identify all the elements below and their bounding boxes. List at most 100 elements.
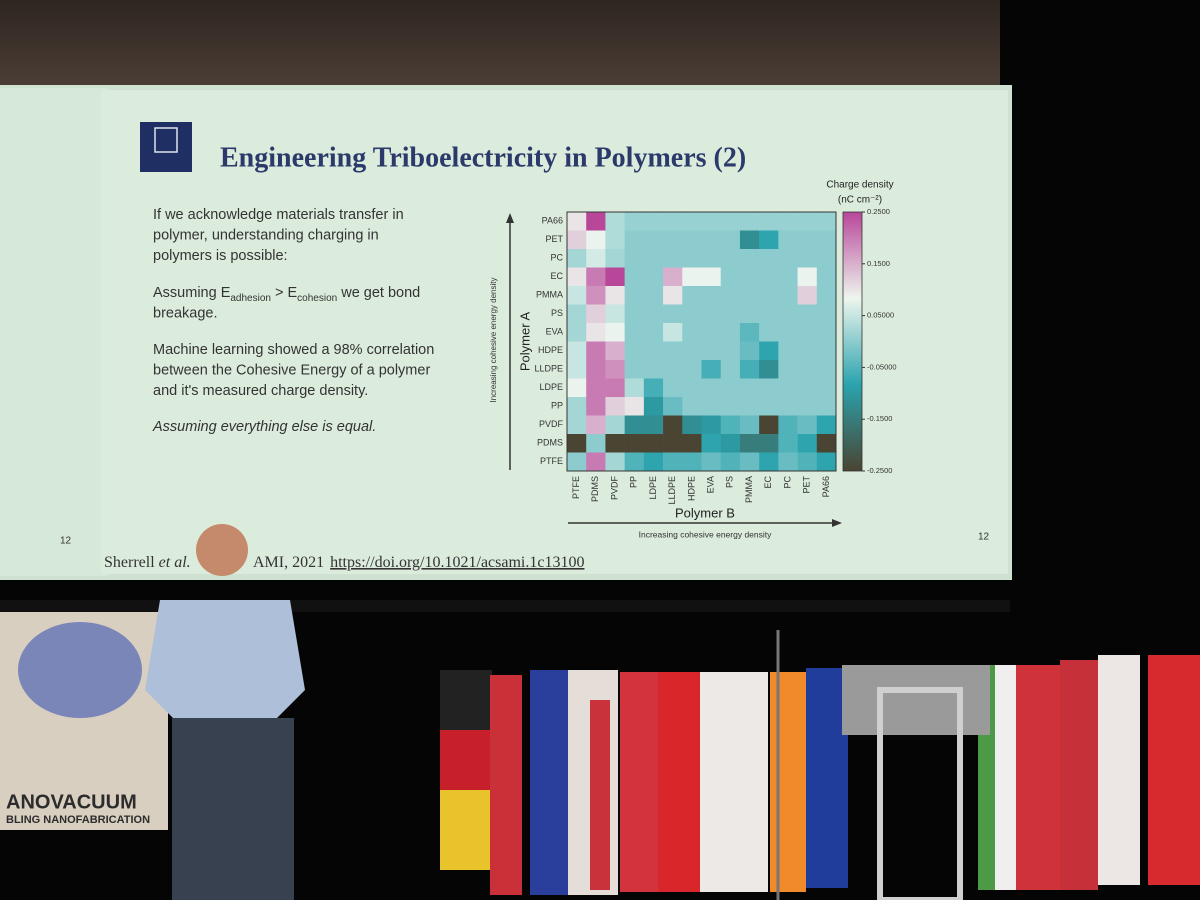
heatmap-cell (816, 378, 837, 398)
heatmap-cell (663, 212, 683, 231)
row-label: PS (551, 308, 563, 318)
heatmap-cell (624, 212, 645, 231)
heatmap-cell (759, 452, 779, 472)
heatmap-cell (663, 267, 683, 287)
row-label: HDPE (538, 345, 563, 355)
row-label: PP (551, 401, 563, 411)
heatmap-cell (739, 360, 760, 379)
heatmap-cell (720, 434, 741, 453)
heatmap-cell (816, 341, 837, 361)
flag (490, 675, 522, 895)
text-run: Assuming E (153, 285, 231, 301)
heatmap-cell (797, 341, 818, 361)
heatmap-cell (816, 434, 837, 453)
heatmap-cell (816, 452, 837, 472)
heatmap-cell (567, 434, 587, 453)
heatmap-cell (739, 212, 760, 231)
heatmap-cell (778, 415, 798, 435)
text-run: polymers is possible: (153, 248, 288, 264)
heatmap-cell (586, 378, 606, 398)
heatmap-cell (682, 304, 702, 324)
heatmap-cell (586, 434, 606, 453)
colorbar-tick-label: 0.05000 (867, 311, 894, 320)
lectern (842, 665, 990, 735)
flag (1016, 665, 1060, 890)
heatmap-cell (816, 415, 837, 435)
row-label: PVDF (539, 419, 564, 429)
heatmap-cell (720, 397, 741, 416)
x-arrowhead (832, 519, 842, 527)
paragraph-line: If we acknowledge materials transfer in (153, 207, 404, 223)
heatmap-cell (643, 323, 664, 342)
heatmap-cell (701, 304, 722, 324)
heatmap-cell (643, 249, 664, 268)
heatmap-cell (643, 304, 664, 324)
heatmap-cell (567, 267, 587, 287)
heatmap-cell (759, 415, 779, 435)
heatmap-cell (739, 378, 760, 398)
paragraph-line: Assuming everything else is equal. (152, 419, 376, 435)
paragraph-line: breakage. (153, 305, 218, 321)
heatmap-cell (720, 267, 741, 287)
y-arrowhead (506, 213, 514, 223)
heatmap-cell (567, 230, 587, 250)
heatmap-cell (701, 360, 722, 379)
heatmap-cell (778, 304, 798, 324)
text-run: > E (271, 285, 298, 301)
heatmap-cell (605, 397, 625, 416)
paragraph-line: and it's measured charge density. (153, 383, 368, 399)
flag (590, 700, 610, 890)
heatmap-cell (663, 415, 683, 435)
heatmap-cell (720, 415, 741, 435)
heatmap-cell (720, 452, 741, 472)
heatmap-cell (797, 230, 818, 250)
heatmap-cell (778, 397, 798, 416)
heatmap-cell (759, 434, 779, 453)
flag (440, 730, 492, 790)
prev-slide (0, 88, 108, 576)
truss (877, 687, 963, 900)
heatmap-cell (567, 397, 587, 416)
column-label: LLDPE (667, 476, 677, 505)
heatmap-cell (663, 434, 683, 453)
text-run: and it's measured charge density. (153, 383, 368, 399)
heatmap-cell (567, 452, 587, 472)
heatmap-cell (720, 378, 741, 398)
heatmap-cell (797, 415, 818, 435)
paragraph-line: polymers is possible: (153, 248, 288, 264)
heatmap-cell (643, 397, 664, 416)
heatmap-cell (759, 378, 779, 398)
heatmap-cell (605, 286, 625, 305)
heatmap-cell (682, 341, 702, 361)
heatmap-cell (759, 212, 779, 231)
heatmap-cell (778, 267, 798, 287)
heatmap-cell (567, 360, 587, 379)
heatmap-cell (605, 212, 625, 231)
speaker-trousers (172, 718, 294, 900)
heatmap-cell (778, 323, 798, 342)
column-label: PDMS (590, 476, 600, 502)
row-label: LDPE (539, 382, 563, 392)
heatmap-cell (759, 323, 779, 342)
heatmap-cell (586, 452, 606, 472)
column-label: PS (725, 476, 735, 488)
heatmap-cell (720, 360, 741, 379)
column-label: PP (629, 476, 639, 488)
row-label: LLDPE (534, 364, 563, 374)
citation: Sherrell et al. AMI, 2021 https://doi.org/1… (104, 554, 584, 571)
flag (1148, 655, 1200, 885)
heatmap-cell (797, 212, 818, 231)
heatmap-cell (682, 360, 702, 379)
heatmap-cell (778, 452, 798, 472)
heatmap-cell (816, 397, 837, 416)
banner-text: BLING NANOFABRICATION (6, 814, 150, 826)
heatmap-cell (720, 286, 741, 305)
heatmap-cell (778, 378, 798, 398)
heatmap-cell (778, 360, 798, 379)
citation-link: https://doi.org/10.1021/acsami.1c13100 (330, 554, 584, 571)
heatmap-cell (643, 378, 664, 398)
heatmap-cell (567, 304, 587, 324)
paragraph-line: Assuming Eadhesion > Ecohesion we get bo… (153, 285, 420, 304)
heatmap-cell (605, 415, 625, 435)
heatmap-cell (759, 286, 779, 305)
